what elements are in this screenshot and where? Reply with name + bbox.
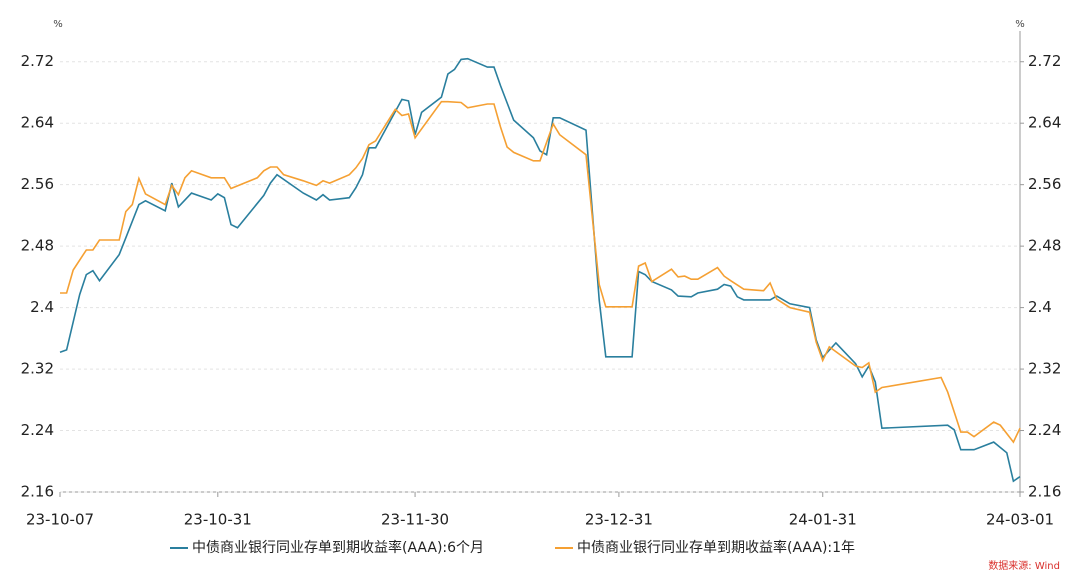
x-tick-label: 24-03-01 — [986, 511, 1054, 529]
y2-tick-label: 2.48 — [1028, 237, 1061, 255]
series-line — [59, 57, 1021, 483]
y2-tick-label: 2.4 — [1028, 298, 1052, 316]
y2-tick-label: 2.16 — [1028, 483, 1061, 501]
y2-tick-label: 2.56 — [1028, 175, 1061, 193]
y-tick-label: 2.56 — [21, 175, 54, 193]
y-tick-label: 2.24 — [21, 421, 54, 439]
y2-tick-label: 2.72 — [1028, 52, 1061, 70]
source-note: 数据来源: Wind — [988, 559, 1060, 572]
x-tick-label: 23-12-31 — [585, 511, 653, 529]
y2-tick-label: 2.24 — [1028, 421, 1061, 439]
x-tick-label: 23-10-31 — [184, 511, 252, 529]
series-line — [60, 100, 1021, 444]
y-tick-label: 2.48 — [21, 237, 54, 255]
y2-unit: % — [1015, 19, 1025, 30]
legend-text: 中债商业银行同业存单到期收益率(AAA):1年 — [577, 539, 855, 556]
x-tick-label: 23-10-07 — [26, 511, 94, 529]
y-tick-label: 2.4 — [30, 298, 54, 316]
legend-text: 中债商业银行同业存单到期收益率(AAA):6个月 — [192, 539, 484, 556]
y-unit: % — [53, 19, 63, 30]
y2-tick-label: 2.64 — [1028, 114, 1061, 132]
y-tick-label: 2.64 — [21, 114, 54, 132]
x-tick-label: 24-01-31 — [789, 511, 857, 529]
y-tick-label: 2.16 — [21, 483, 54, 501]
y2-tick-label: 2.32 — [1028, 360, 1061, 378]
y-tick-label: 2.72 — [21, 52, 54, 70]
y-tick-label: 2.32 — [21, 360, 54, 378]
x-tick-label: 23-11-30 — [381, 511, 449, 529]
